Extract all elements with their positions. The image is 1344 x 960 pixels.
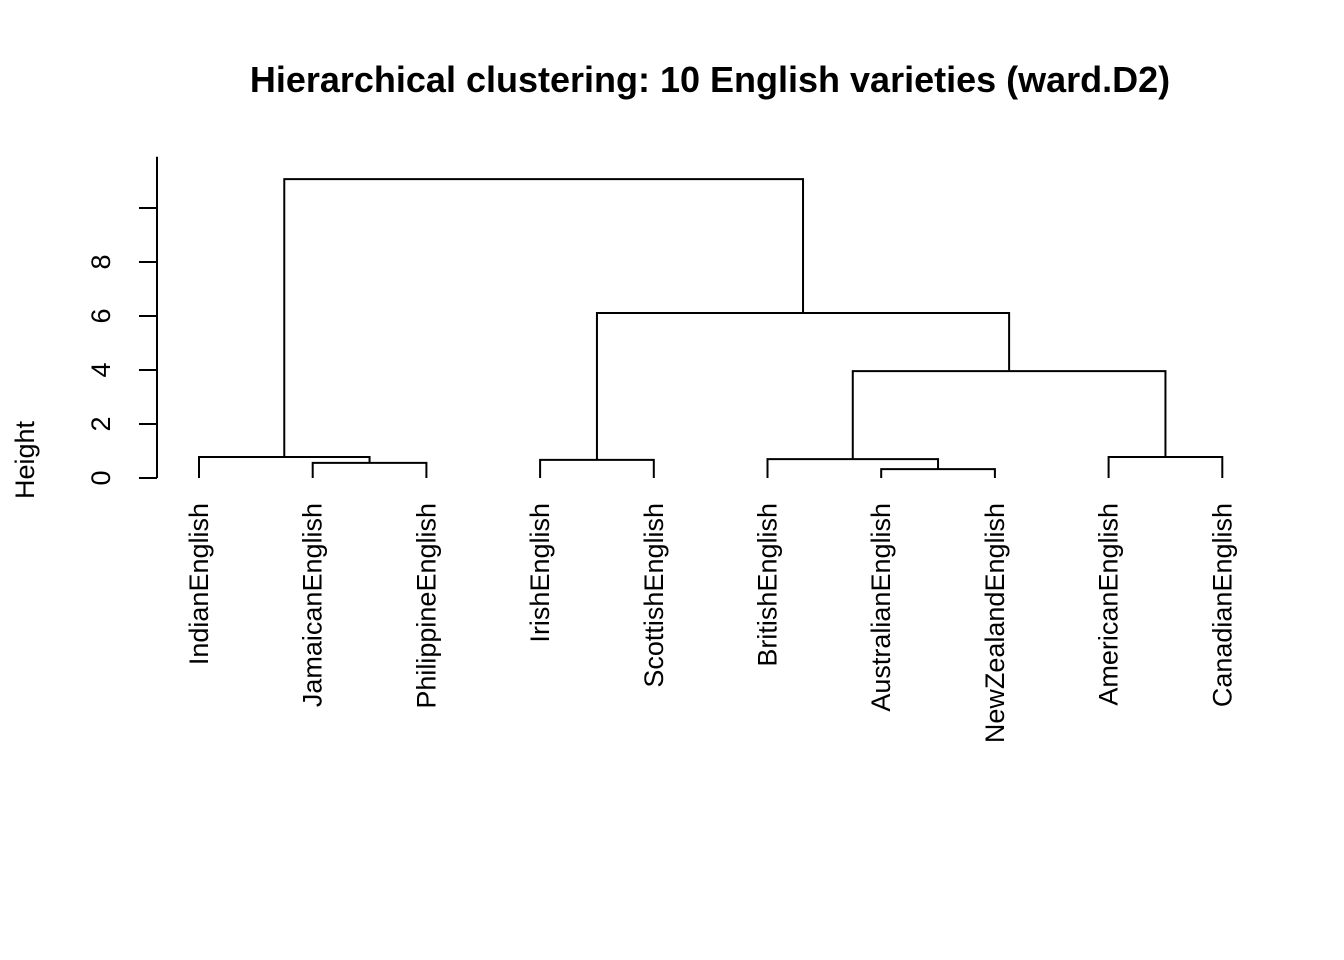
leaf-label: PhilippineEnglish	[411, 503, 441, 709]
leaf-label: AmericanEnglish	[1094, 503, 1124, 706]
y-axis-label: Height	[10, 420, 40, 499]
leaf-label: CanadianEnglish	[1207, 503, 1237, 707]
leaf-label: IrishEnglish	[525, 503, 555, 643]
merge-link	[311, 461, 428, 478]
leaf-labels: IndianEnglish JamaicanEnglish PhilippineEn…	[184, 503, 1237, 743]
y-tick-label: 2	[86, 416, 116, 431]
leaf-label: JamaicanEnglish	[298, 503, 328, 707]
leaf-label: BritishEnglish	[753, 503, 783, 667]
dendrogram-tree	[198, 178, 1224, 478]
y-tick-label: 0	[86, 470, 116, 485]
y-tick-label: 4	[86, 362, 116, 377]
merge-link	[880, 468, 996, 478]
merge-link	[1107, 455, 1224, 478]
merge-link	[851, 370, 1167, 460]
leaf-label: IndianEnglish	[184, 503, 214, 665]
chart-title: Hierarchical clustering: 10 English vari…	[250, 59, 1170, 100]
merge-link	[595, 312, 1011, 460]
leaf-label: ScottishEnglish	[639, 503, 669, 688]
y-tick-label: 6	[86, 308, 116, 323]
leaf-label: AustralianEnglish	[866, 503, 896, 712]
merge-link	[283, 178, 805, 457]
merge-link	[539, 458, 655, 478]
merge-link	[198, 455, 371, 478]
y-tick-label: 8	[86, 254, 116, 269]
y-axis: 0 2 4 6 8	[86, 156, 158, 486]
leaf-label: NewZealandEnglish	[980, 503, 1010, 743]
